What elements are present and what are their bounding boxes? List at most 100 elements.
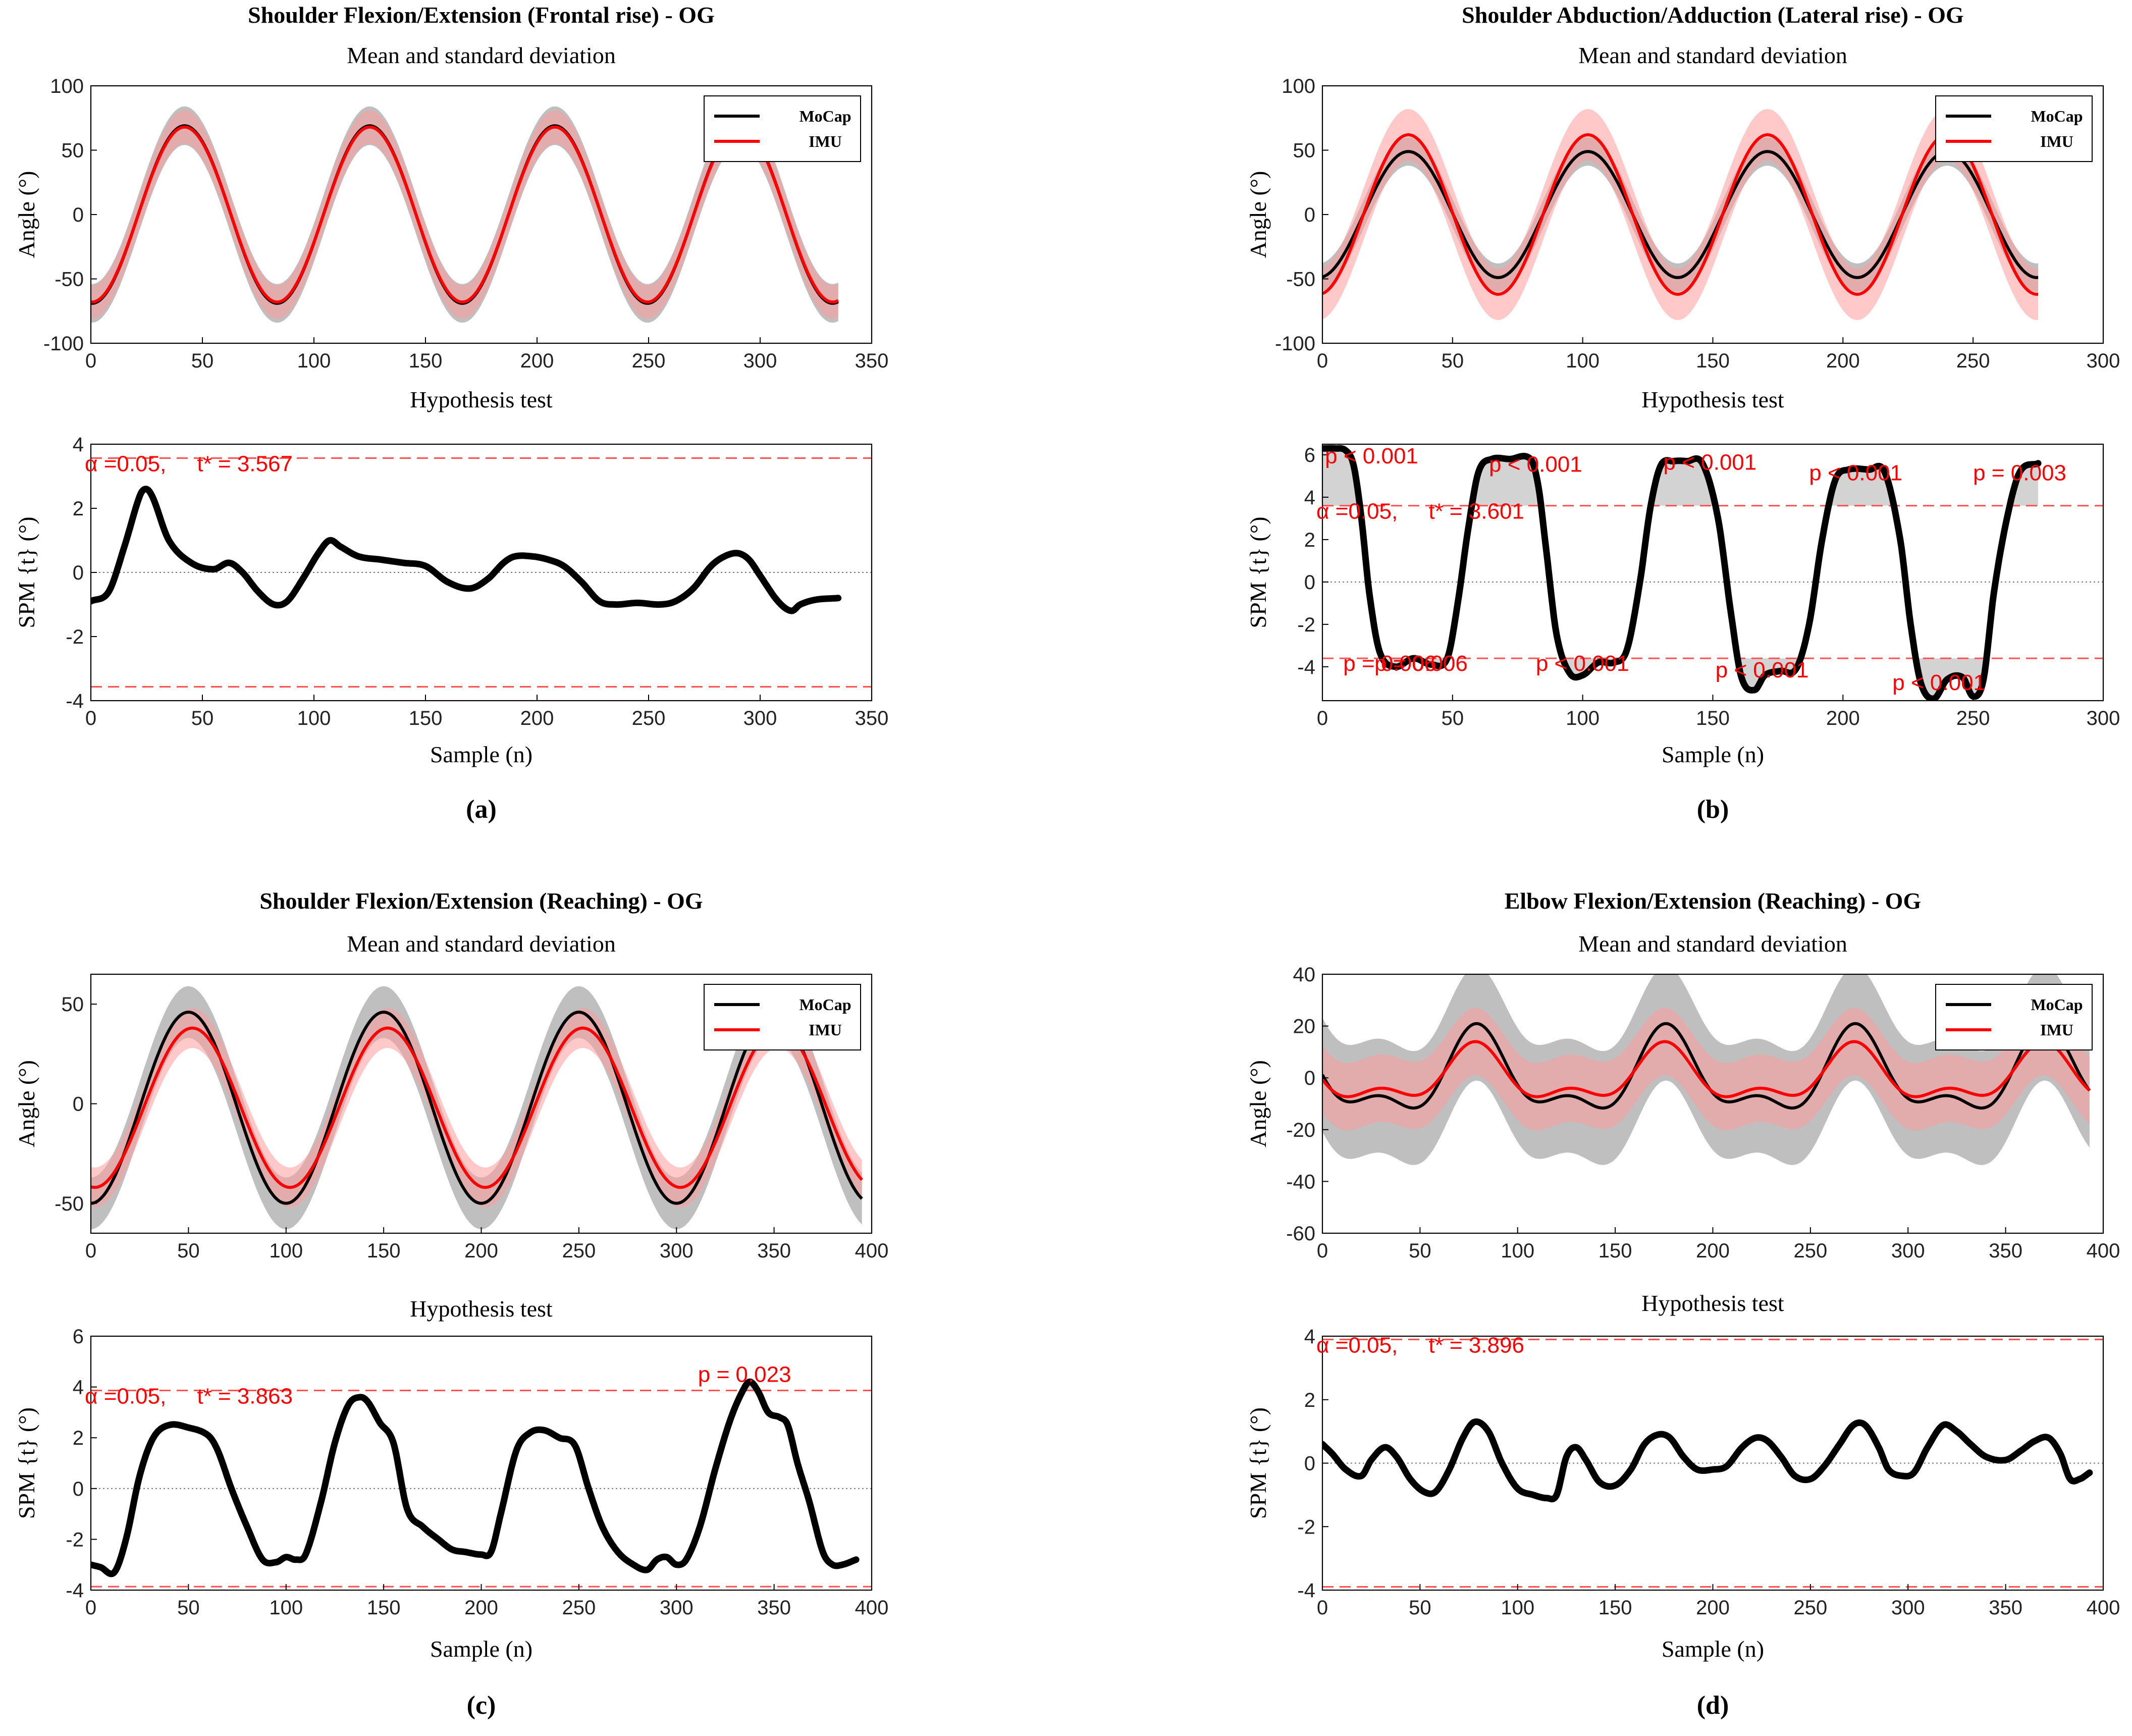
y-tick-label: 2 [73,1427,84,1449]
p-value-annotation: p < 0.001 [1489,452,1582,477]
mean-sd-axes: 0 50 100 150 200 250 300 -100 -50 0 50 100 [1275,75,2120,372]
alpha-threshold-label: α =0.05, t* = 3.863 [85,1384,293,1408]
suprathreshold-cluster [1472,456,1541,506]
x-tick-label: 350 [855,350,889,372]
x-tick-label: 50 [191,707,214,729]
x-tick-label: 350 [1989,1240,2022,1262]
y-tick-label: 100 [50,75,84,97]
x-tick-label: 250 [1794,1597,1828,1619]
mean-line-imu [91,1026,863,1189]
x-tick-label: 150 [1598,1597,1632,1619]
y-tick-label: 0 [1304,571,1315,594]
hypothesis-subtitle: Hypothesis test [1641,1290,1784,1316]
panel-c: Shoulder Flexion/Extension (Reaching) - … [14,888,888,1720]
suprathreshold-cluster [1563,658,1622,677]
x-tick-label: 400 [855,1240,889,1262]
y-tick-label: -2 [66,1529,84,1551]
y-axis-label: Angle (°) [14,171,39,258]
spm-axes: 0 50 100 150 200 250 300 -4 -2 0 2 4 6 [1297,443,2120,729]
x-tick-label: 150 [1598,1240,1632,1262]
panel-label: (b) [1697,795,1729,824]
x-tick-label: 50 [177,1597,200,1619]
legend-label-mocap: MoCap [799,107,851,125]
y-tick-label: -4 [66,690,84,712]
x-tick-label: 200 [1826,350,1860,372]
x-axis-label: Sample (n) [430,742,532,767]
suprathreshold-cluster [1651,458,1716,506]
y-tick-label: -50 [1286,269,1315,291]
p-value-annotation: p < 0.001 [1536,651,1629,676]
x-tick-label: 250 [562,1597,596,1619]
mean-sd-subtitle: Mean and standard deviation [1578,931,1847,957]
y-tick-label: -2 [66,626,84,648]
mean-sd-plot-area [1322,974,2091,1165]
alpha-threshold-label: α =0.05, t* = 3.601 [1316,499,1524,524]
y-tick-label: 0 [1304,204,1315,226]
hypothesis-subtitle: Hypothesis test [410,387,553,412]
legend: MoCap IMU [1935,984,2093,1050]
panel-label: (c) [467,1691,496,1720]
spm-axes: 0 50 100 150 200 250 300 350 -4 -2 0 2 4 [66,434,888,729]
spm-plot-area [91,457,872,688]
x-tick-label: 300 [1891,1240,1925,1262]
spm-plot-area [1322,1339,2103,1588]
sd-band-imu [1322,1008,2090,1131]
spm-plot-area [1322,445,2103,701]
x-tick-label: 100 [269,1597,303,1619]
x-tick-label: 150 [1696,350,1730,372]
chart-title: Shoulder Flexion/Extension (Reaching) - … [259,888,703,914]
x-tick-label: 250 [1794,1240,1828,1262]
legend-box [704,984,861,1050]
y-tick-label: -2 [1297,1516,1315,1538]
x-axis-label: Sample (n) [1662,742,1764,767]
spm-t-curve [1322,445,2042,701]
x-tick-label: 0 [1317,1597,1328,1619]
x-tick-label: 300 [1891,1597,1925,1619]
p-value-annotation: p = 0.006 [1374,651,1468,676]
y-tick-label: 0 [73,204,84,226]
legend-label-mocap: MoCap [2031,995,2083,1014]
suprathreshold-cluster [2010,463,2039,506]
x-tick-label: 100 [297,350,331,372]
y-tick-label: 6 [1304,444,1315,466]
y-tick-label: 2 [1304,1389,1315,1411]
panel-a: Shoulder Flexion/Extension (Frontal rise… [14,2,888,824]
spm-t-curve [1322,1418,2093,1503]
x-tick-label: 400 [855,1597,889,1619]
x-tick-label: 50 [177,1240,200,1262]
x-tick-label: 150 [367,1240,401,1262]
x-tick-label: 50 [1409,1597,1431,1619]
legend: MoCap IMU [704,984,861,1050]
chart-title: Shoulder Abduction/Adduction (Lateral ri… [1462,2,1964,28]
x-axis-label: Sample (n) [430,1636,532,1662]
x-tick-label: 300 [660,1597,694,1619]
y-tick-label: -4 [66,1580,84,1602]
panel-label: (d) [1697,1691,1729,1720]
x-tick-label: 300 [660,1240,694,1262]
x-tick-label: 0 [85,707,96,729]
y-tick-label: 4 [1304,1326,1315,1348]
x-tick-label: 300 [2087,350,2120,372]
x-tick-label: 350 [757,1597,791,1619]
y-tick-label: 0 [73,1093,84,1116]
x-tick-label: 200 [1826,707,1860,729]
y-tick-label: 4 [1304,487,1315,509]
mean-sd-axes: 0 50 100 150 200 250 300 350 400 -60 -40 -20 0 20 40 [1286,964,2120,1262]
panel-label: (a) [466,795,497,824]
x-tick-label: 300 [743,707,777,729]
y-tick-label: 40 [1293,964,1316,986]
suprathreshold-cluster [1737,658,1800,691]
y-tick-label: -50 [55,269,84,291]
p-value-annotation: p < 0.001 [1716,658,1809,682]
x-tick-label: 300 [743,350,777,372]
x-tick-label: 400 [2087,1597,2120,1619]
legend-box [704,95,861,162]
x-tick-label: 150 [409,350,443,372]
p-value-annotation: p < 0.001 [1809,460,1902,485]
panel-b: Shoulder Abduction/Adduction (Lateral ri… [1245,2,2120,824]
legend-label-imu: IMU [2040,132,2073,150]
spm-plot-area [91,1378,872,1588]
y-tick-label: -60 [1286,1223,1315,1245]
x-tick-label: 200 [520,707,554,729]
